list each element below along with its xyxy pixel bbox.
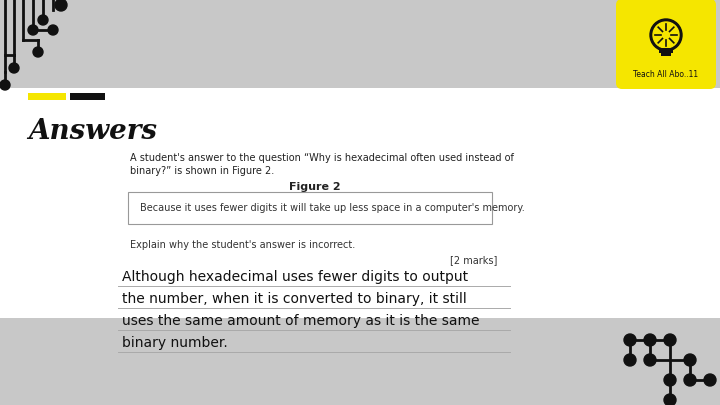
Text: Teach All Abo..11: Teach All Abo..11 xyxy=(634,70,698,79)
Circle shape xyxy=(624,334,636,346)
Text: Figure 2: Figure 2 xyxy=(289,182,341,192)
Circle shape xyxy=(644,334,656,346)
Bar xyxy=(0,318,720,405)
Text: binary number.: binary number. xyxy=(122,336,228,350)
Bar xyxy=(659,48,673,53)
Circle shape xyxy=(28,25,38,35)
Circle shape xyxy=(684,354,696,366)
Circle shape xyxy=(704,374,716,386)
Bar xyxy=(661,53,671,56)
Circle shape xyxy=(644,354,656,366)
Text: Explain why the student's answer is incorrect.: Explain why the student's answer is inco… xyxy=(130,240,355,250)
Circle shape xyxy=(55,0,67,11)
Text: A student's answer to the question “Why is hexadecimal often used instead of: A student's answer to the question “Why … xyxy=(130,153,514,163)
Circle shape xyxy=(653,22,679,48)
Bar xyxy=(0,0,720,88)
FancyBboxPatch shape xyxy=(616,0,716,89)
Text: binary?” is shown in Figure 2.: binary?” is shown in Figure 2. xyxy=(130,166,274,176)
Circle shape xyxy=(9,63,19,73)
Circle shape xyxy=(664,334,676,346)
FancyBboxPatch shape xyxy=(128,192,492,224)
Circle shape xyxy=(664,394,676,405)
Circle shape xyxy=(650,19,682,51)
Circle shape xyxy=(48,25,58,35)
Circle shape xyxy=(664,374,676,386)
Circle shape xyxy=(38,15,48,25)
Circle shape xyxy=(0,80,10,90)
Circle shape xyxy=(684,374,696,386)
Bar xyxy=(28,93,66,100)
Circle shape xyxy=(624,354,636,366)
Bar xyxy=(70,93,105,100)
Bar xyxy=(0,88,720,318)
Text: uses the same amount of memory as it is the same: uses the same amount of memory as it is … xyxy=(122,314,480,328)
Circle shape xyxy=(33,47,43,57)
Text: Answers: Answers xyxy=(28,118,157,145)
Text: [2 marks]: [2 marks] xyxy=(449,255,497,265)
Text: the number, when it is converted to binary, it still: the number, when it is converted to bina… xyxy=(122,292,467,306)
Text: Because it uses fewer digits it will take up less space in a computer's memory.: Because it uses fewer digits it will tak… xyxy=(140,203,525,213)
Text: Although hexadecimal uses fewer digits to output: Although hexadecimal uses fewer digits t… xyxy=(122,270,468,284)
